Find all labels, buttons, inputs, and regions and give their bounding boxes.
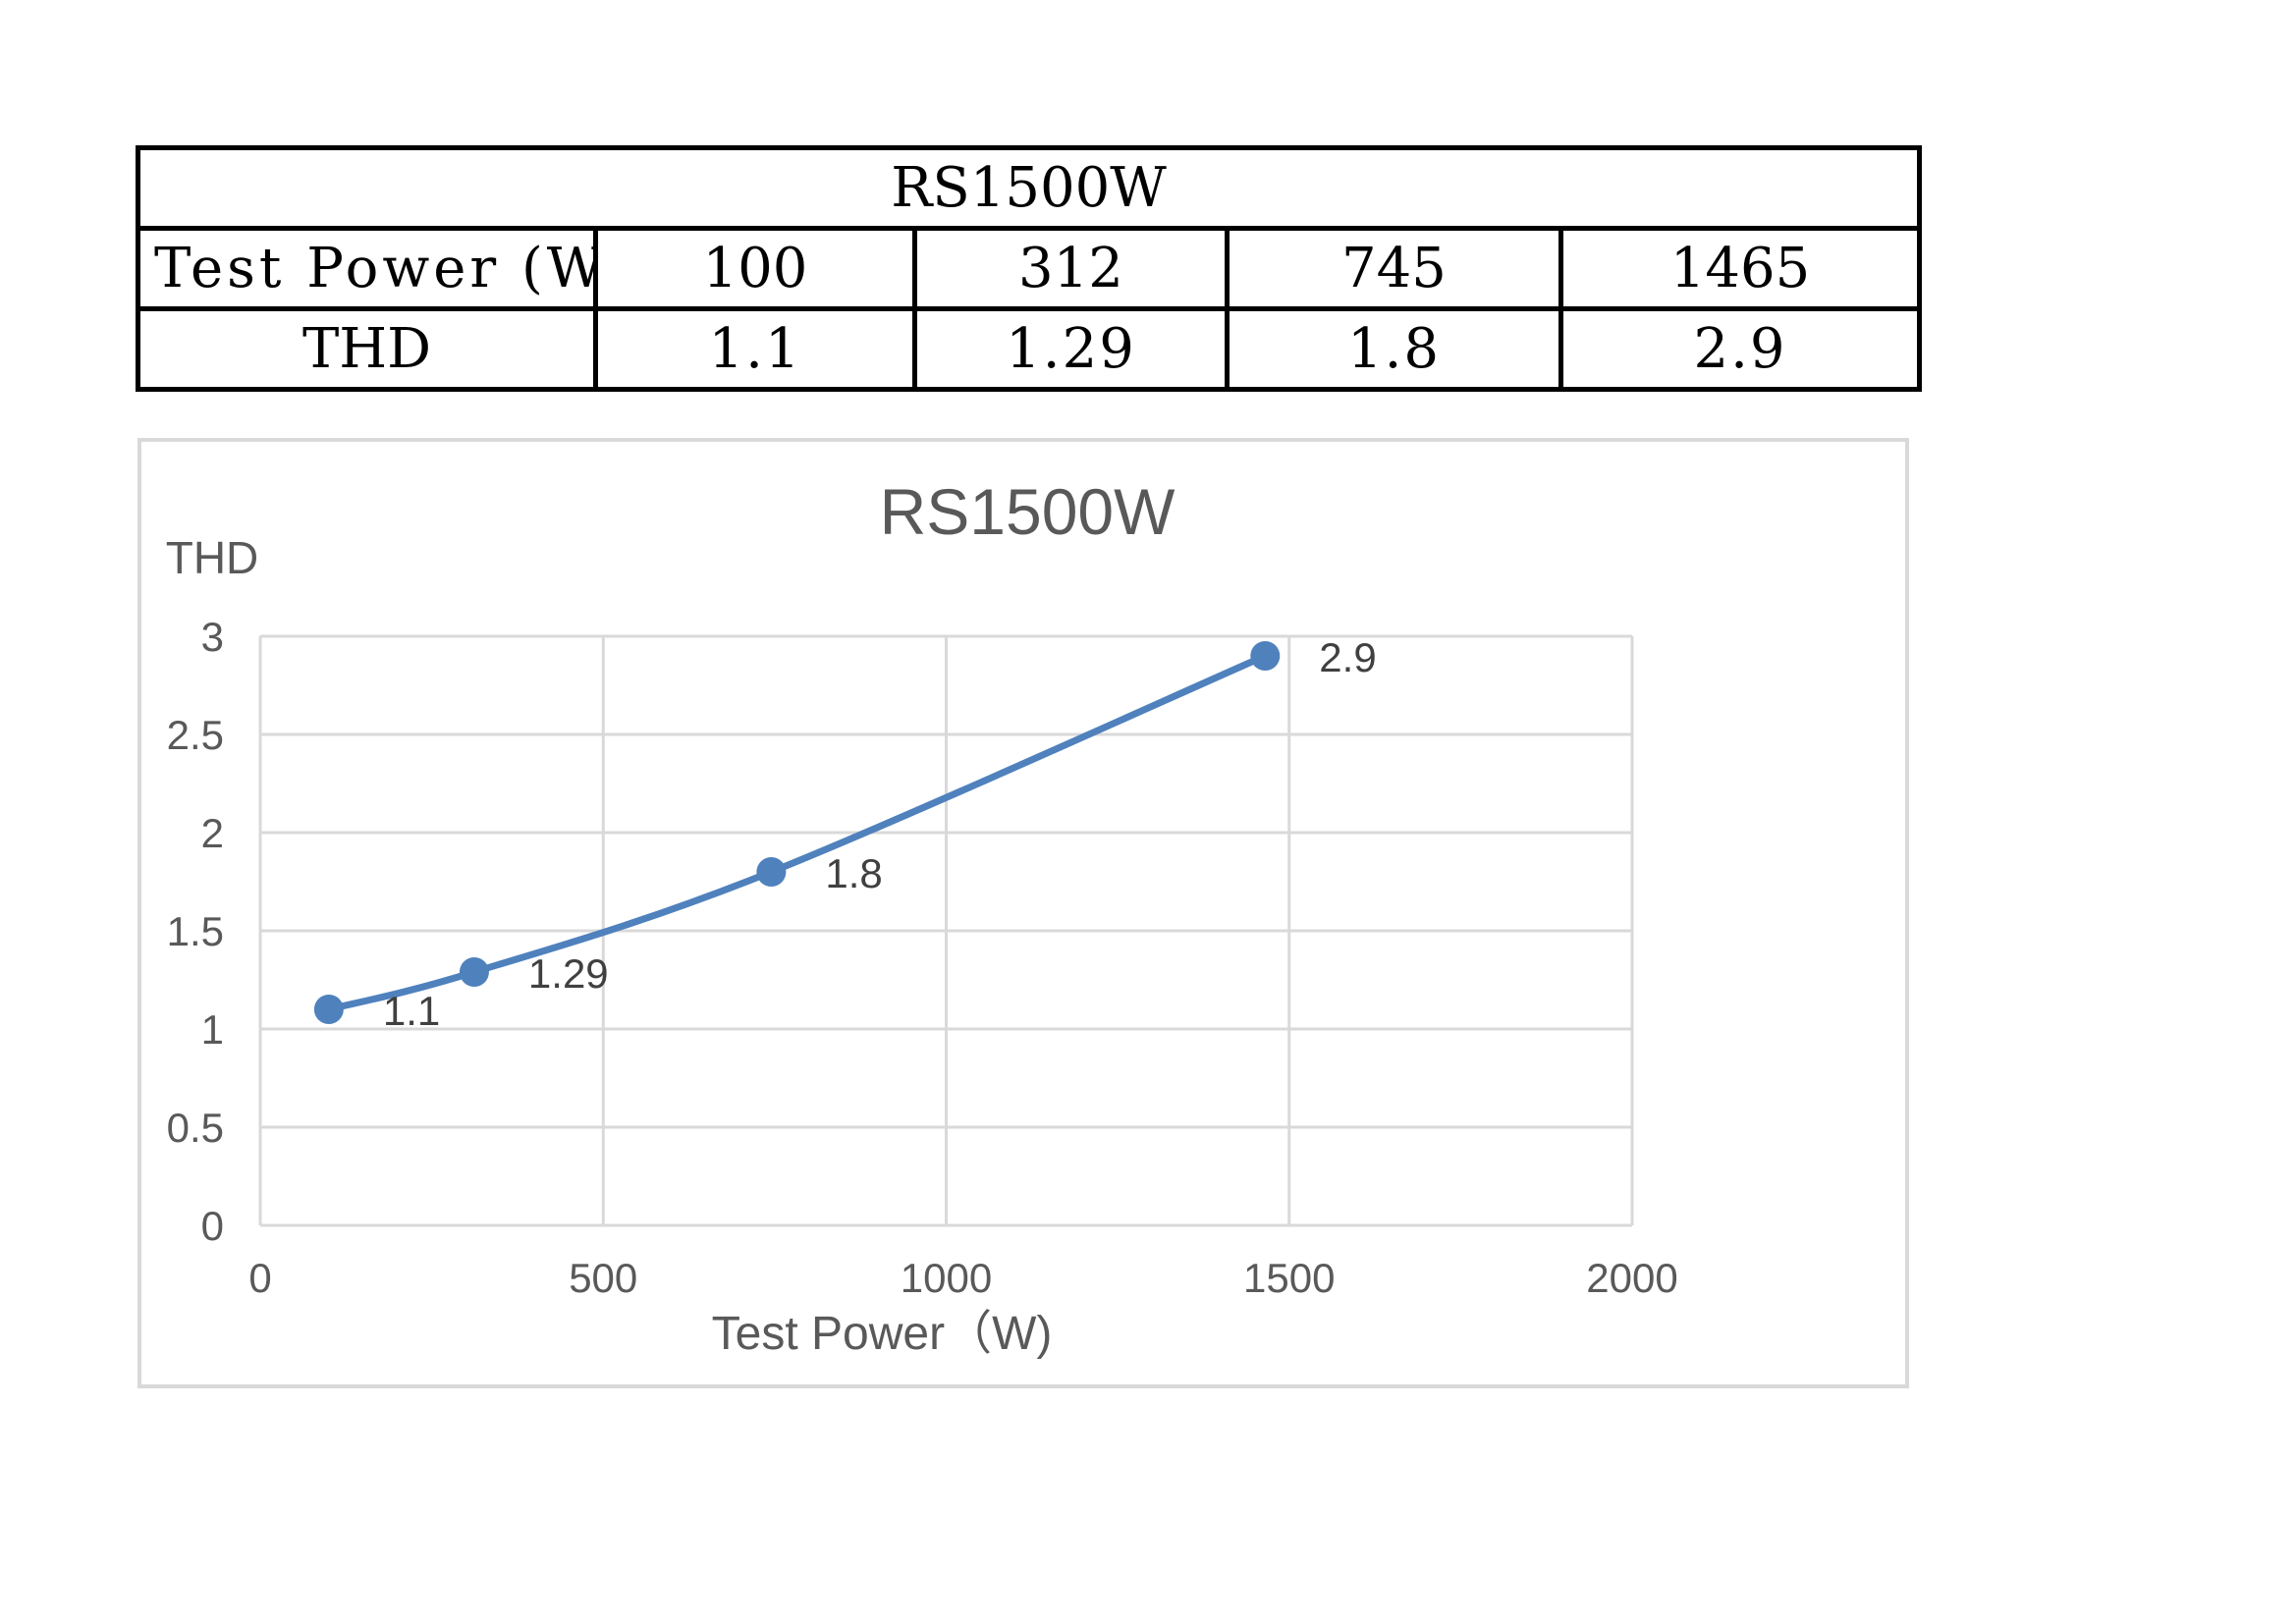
data-point: [1250, 641, 1281, 671]
table-cell: 1465: [1558, 226, 1923, 311]
table-cell: 312: [912, 226, 1230, 311]
grid-layer: [258, 634, 1634, 1227]
table-cell: 1.8: [1225, 306, 1563, 392]
table-cell: 745: [1225, 226, 1563, 311]
x-tick-label: 500: [569, 1255, 637, 1301]
x-tick-label: 1500: [1243, 1255, 1335, 1301]
data-label: 1.8: [825, 850, 882, 896]
data-point: [756, 857, 787, 887]
y-tick-label: 2: [201, 810, 224, 856]
x-tick-label: 1000: [901, 1255, 992, 1301]
table-cell: 2.9: [1558, 306, 1923, 392]
y-tick-label: 0: [201, 1203, 224, 1249]
axis-layer: 0 0.5 1 1.5 2 2.5 3 0 500 1000 1500 2000: [167, 614, 1678, 1301]
data-table: RS1500W Test Power (W) 100 312 745 1465 …: [135, 145, 1923, 392]
data-point: [313, 995, 344, 1024]
chart-title: RS1500W: [880, 475, 1176, 548]
table-title-row: RS1500W: [135, 145, 1923, 231]
chart-svg: 0 0.5 1 1.5 2 2.5 3 0 500 1000 1500 2000 1.1 1.29 1.8…: [166, 475, 1678, 1360]
x-tick-label: 0: [248, 1255, 271, 1301]
series-layer: 1.1 1.29 1.8 2.9: [313, 634, 1377, 1034]
x-axis-label: Test Power（W): [712, 1308, 1053, 1360]
data-label: 1.29: [528, 950, 609, 997]
x-tick-label: 2000: [1586, 1255, 1677, 1301]
table-row-power: Test Power (W) 100 312 745 1465: [136, 226, 1923, 311]
data-point: [459, 957, 489, 987]
y-tick-label: 2.5: [167, 712, 224, 758]
data-label: 1.1: [383, 988, 440, 1034]
y-tick-label: 1: [201, 1006, 224, 1053]
table-row-header-thd: THD: [136, 306, 598, 392]
series-line: [325, 652, 1269, 1013]
table-cell: 1.29: [912, 306, 1230, 392]
y-tick-label: 0.5: [167, 1105, 224, 1151]
y-tick-label: 1.5: [167, 908, 224, 954]
data-label: 2.9: [1319, 634, 1376, 680]
table-title: RS1500W: [135, 145, 1923, 231]
table-cell: 100: [593, 226, 917, 311]
y-axis-label: THD: [166, 532, 259, 583]
table-row-thd: THD 1.1 1.29 1.8 2.9: [136, 306, 1923, 392]
table-row-header-power: Test Power (W): [136, 226, 598, 311]
y-tick-label: 3: [201, 614, 224, 660]
chart-frame: 0 0.5 1 1.5 2 2.5 3 0 500 1000 1500 2000 1.1 1.29 1.8…: [137, 438, 1909, 1388]
table-cell: 1.1: [593, 306, 917, 392]
